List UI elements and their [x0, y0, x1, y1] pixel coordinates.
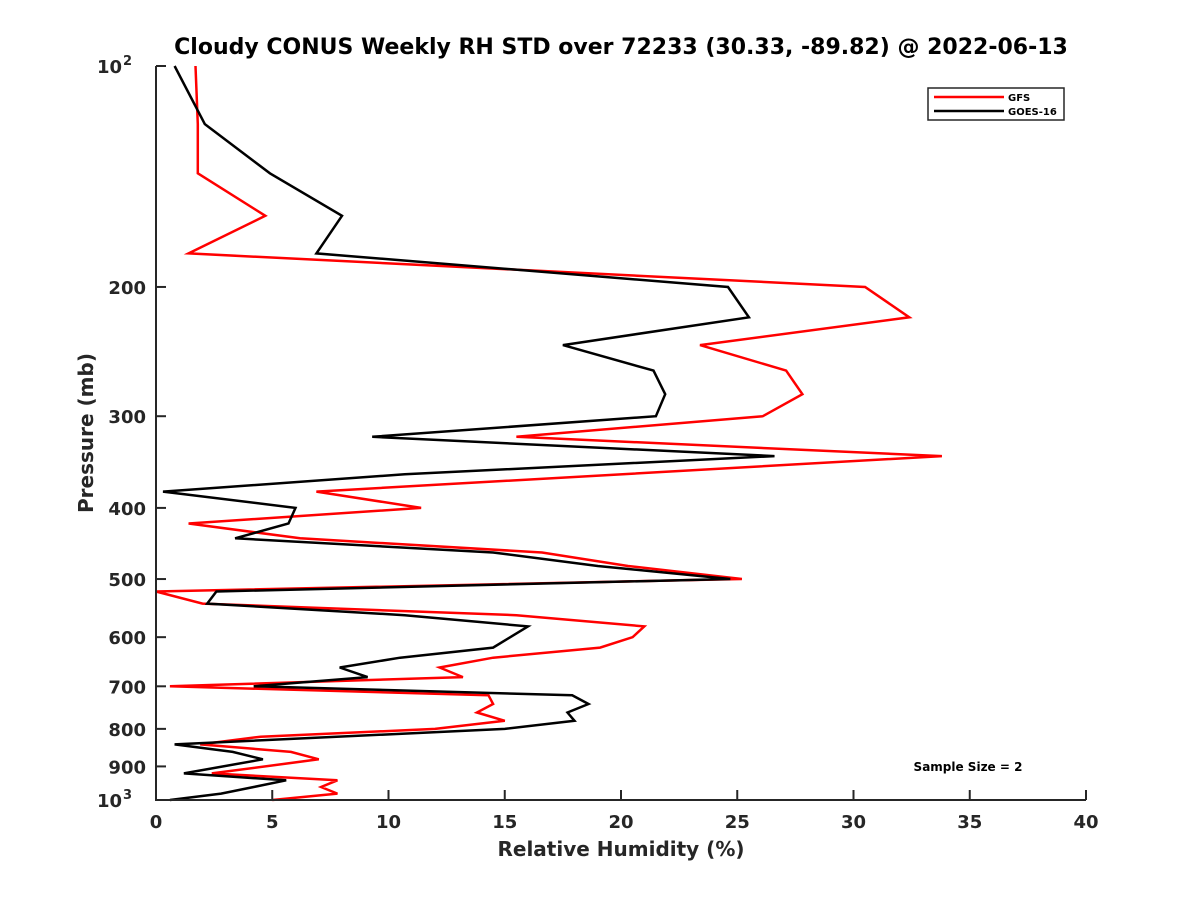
y-tick-label-exponent: 2 — [123, 54, 132, 69]
sample-size-annotation: Sample Size = 2 — [914, 760, 1023, 774]
x-axis-label: Relative Humidity (%) — [497, 837, 744, 861]
y-tick-label: 700 — [108, 677, 146, 698]
chart-title: Cloudy CONUS Weekly RH STD over 72233 (3… — [174, 35, 1068, 60]
y-axis-label: Pressure (mb) — [74, 353, 98, 513]
legend-goes16-label: GOES-16 — [1008, 107, 1057, 118]
legend-gfs-label: GFS — [1008, 93, 1030, 104]
series-layer — [155, 65, 942, 802]
x-tick-label: 30 — [841, 812, 866, 833]
x-tick-label: 10 — [376, 812, 401, 833]
y-tick-label-base: 10 — [97, 791, 122, 812]
x-tick-label: 40 — [1073, 812, 1098, 833]
x-tick-label: 25 — [725, 812, 750, 833]
y-tick-label: 200 — [108, 278, 146, 299]
y-tick-label: 800 — [108, 720, 146, 741]
series-line-goes-16 — [162, 65, 775, 802]
y-tick-label-exponent: 3 — [123, 788, 132, 803]
y-tick-label: 500 — [108, 570, 146, 591]
x-tick-label: 20 — [608, 812, 633, 833]
y-tick-label: 400 — [108, 499, 146, 520]
y-tick-label: 900 — [108, 757, 146, 778]
legend-box — [927, 87, 1065, 121]
x-tick-label: 0 — [150, 812, 163, 833]
legend: GFS GOES-16 — [927, 87, 1065, 121]
y-tick-label-base: 10 — [97, 57, 122, 78]
y-tick-label: 600 — [108, 628, 146, 649]
y-tick-label: 300 — [108, 407, 146, 428]
x-tick-label: 5 — [266, 812, 279, 833]
x-tick-label: 35 — [957, 812, 982, 833]
x-tick-label: 15 — [492, 812, 517, 833]
